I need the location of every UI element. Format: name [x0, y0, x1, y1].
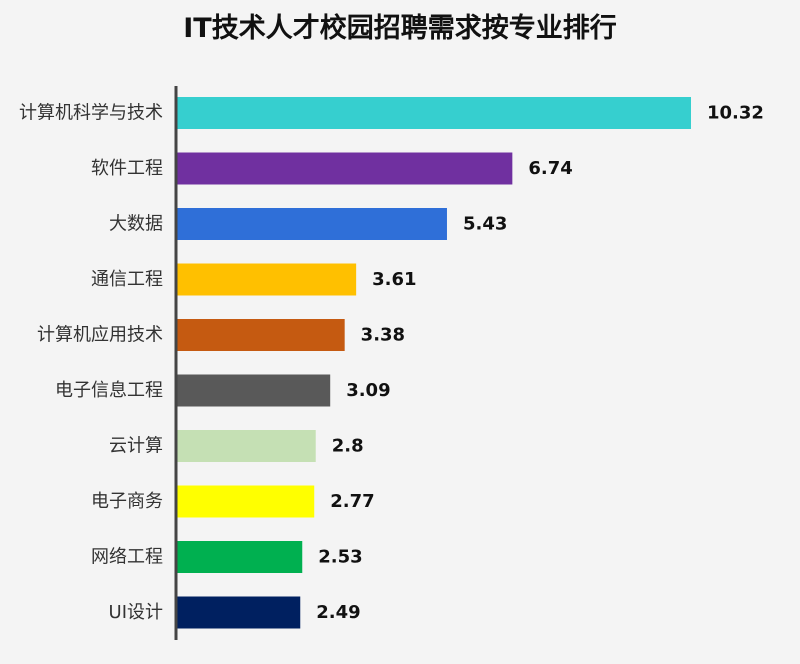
bar-3: [176, 208, 447, 240]
bar-7: [176, 430, 316, 462]
category-label-3: 大数据: [109, 214, 163, 235]
chart-title: IT技术人才校园招聘需求按专业排行: [183, 13, 617, 44]
bar-10: [176, 596, 301, 629]
value-label-3: 5.43: [463, 214, 507, 235]
bar-4: [176, 263, 357, 296]
bar-1: [176, 97, 691, 129]
value-label-4: 3.61: [372, 269, 416, 290]
bar-2: [176, 152, 513, 185]
category-label-10: UI设计: [109, 602, 163, 623]
value-label-10: 2.49: [316, 602, 360, 623]
category-label-5: 计算机应用技术: [37, 325, 163, 346]
value-label-5: 3.38: [361, 325, 405, 346]
category-label-7: 云计算: [109, 436, 163, 457]
bar-6: [176, 374, 331, 407]
category-label-2: 软件工程: [91, 158, 163, 179]
category-label-4: 通信工程: [91, 269, 163, 290]
value-label-7: 2.8: [332, 436, 364, 457]
bar-8: [176, 485, 315, 518]
bar-5: [176, 319, 345, 351]
category-label-6: 电子信息工程: [55, 380, 163, 401]
category-label-9: 网络工程: [91, 547, 163, 568]
value-label-2: 6.74: [528, 158, 572, 179]
category-label-8: 电子商务: [91, 491, 163, 512]
value-label-6: 3.09: [346, 380, 390, 401]
value-label-8: 2.77: [330, 491, 374, 512]
bar-9: [176, 541, 303, 573]
value-label-1: 10.32: [707, 103, 764, 124]
category-label-1: 计算机科学与技术: [19, 103, 163, 124]
value-label-9: 2.53: [318, 547, 362, 568]
